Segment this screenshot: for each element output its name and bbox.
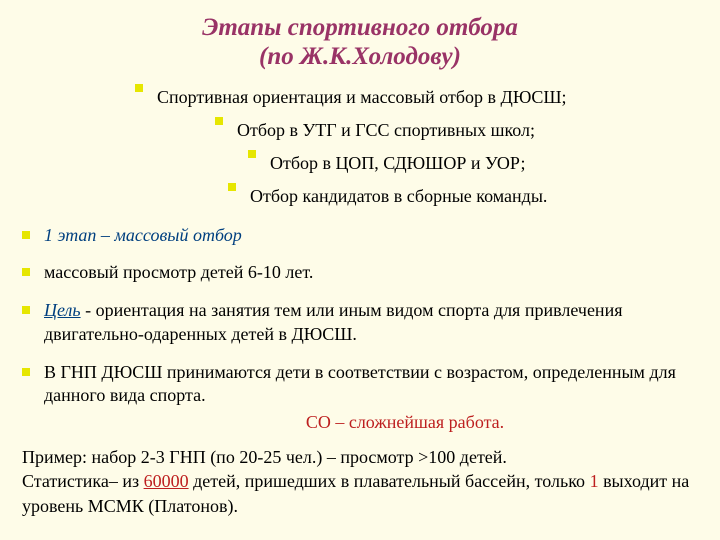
list-item: Цель - ориентация на занятия тем или ины… [22,299,698,347]
item-rest: - ориентация на занятия тем или иным вид… [44,300,622,344]
bullet-icon [22,368,30,376]
list-item: 1 этап – массовый отбор [22,224,698,248]
list-item-text: массовый просмотр детей 6-10 лет. [44,261,698,285]
stage-text: Отбор в УТГ и ГСС спортивных школ; [237,117,535,144]
item-label: 1 этап [44,225,96,245]
footer-part: детей, пришедших в плавательный бассейн,… [189,471,590,491]
footer-part: Статистика– из [22,471,144,491]
footer-text: Пример: набор 2-3 ГНП (по 20-25 чел.) – … [0,445,720,518]
stages-list: Спортивная ориентация и массовый отбор в… [0,84,720,210]
bullet-icon [22,268,30,276]
bullet-icon [22,306,30,314]
list-item: В ГНП ДЮСШ принимаются дети в соответств… [22,361,698,409]
stage-text: Отбор кандидатов в сборные команды. [250,183,547,210]
item-rest: – массовый отбор [96,225,241,245]
title-line-2: (по Ж.К.Холодову) [259,43,461,70]
bullet-icon [228,183,236,191]
footer-number-one: 1 [590,471,599,491]
stage-item: Отбор в УТГ и ГСС спортивных школ; [215,117,720,144]
bullet-icon [135,84,143,92]
footer-line-1: Пример: набор 2-3 ГНП (по 20-25 чел.) – … [22,445,698,469]
list-item: массовый просмотр детей 6-10 лет. [22,261,698,285]
item-label: Цель [44,300,81,320]
main-list: 1 этап – массовый отбор массовый просмот… [0,224,720,409]
stage-item: Отбор кандидатов в сборные команды. [228,183,720,210]
list-item-text: В ГНП ДЮСШ принимаются дети в соответств… [44,361,698,409]
footer-line-2: Статистика– из 60000 детей, пришедших в … [22,469,698,518]
footer-number: 60000 [144,471,189,491]
stage-item: Отбор в ЦОП, СДЮШОР и УОР; [248,150,720,177]
bullet-icon [248,150,256,158]
slide-title: Этапы спортивного отбора (по Ж.К.Холодов… [0,0,720,78]
stage-item: Спортивная ориентация и массовый отбор в… [135,84,720,111]
list-item-text: 1 этап – массовый отбор [44,224,698,248]
so-highlight: СО – сложнейшая работа. [90,412,720,433]
list-item-text: Цель - ориентация на занятия тем или ины… [44,299,698,347]
bullet-icon [215,117,223,125]
stage-text: Отбор в ЦОП, СДЮШОР и УОР; [270,150,526,177]
slide: Этапы спортивного отбора (по Ж.К.Холодов… [0,0,720,540]
bullet-icon [22,231,30,239]
stage-text: Спортивная ориентация и массовый отбор в… [157,84,567,111]
title-line-1: Этапы спортивного отбора [202,14,518,41]
